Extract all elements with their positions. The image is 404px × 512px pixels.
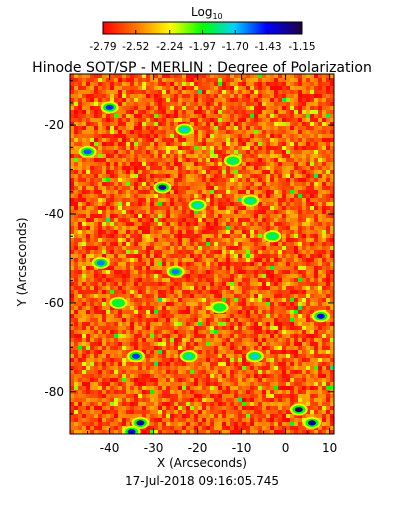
polarization-patch: [188, 199, 207, 212]
polarization-patch: [303, 416, 321, 429]
polarization-patch: [109, 296, 128, 309]
polarization-patch: [166, 265, 185, 278]
polarization-patch: [78, 145, 97, 158]
y-tick-label: -40: [44, 207, 64, 221]
x-tick-label: 0: [282, 441, 290, 455]
polarization-patch: [122, 425, 141, 434]
y-axis-label: Y (Arcseconds): [15, 217, 29, 307]
y-axis: -20 -40 -60 -80: [44, 80, 334, 415]
colorbar-tick-label: -1.70: [222, 41, 249, 53]
colorbar-ticks: -2.79 -2.52 -2.24 -1.97 -1.70 -1.43 -1.15: [89, 30, 316, 53]
polarization-patch: [245, 350, 264, 363]
x-tick-label: -20: [188, 441, 208, 455]
polarization-patch: [263, 230, 282, 243]
polarization-patch: [289, 403, 308, 416]
colorbar-tick-label: -1.15: [288, 41, 315, 53]
polarization-patch: [100, 101, 119, 114]
colorbar-tick-label: -2.52: [122, 41, 149, 53]
x-tick-label: -40: [100, 441, 120, 455]
x-tick-label: -30: [144, 441, 164, 455]
polarization-map: [70, 74, 334, 434]
x-axis-label: X (Arcseconds): [157, 456, 247, 470]
y-tick-label: -20: [44, 118, 64, 132]
polarization-patch: [153, 181, 172, 194]
x-tick-label: 10: [322, 441, 337, 455]
plot-frame: [69, 73, 335, 435]
polarization-patch: [223, 154, 242, 167]
y-tick-label: -80: [44, 385, 64, 399]
colorbar-label: Log10: [191, 5, 223, 21]
polarization-patch: [91, 256, 110, 269]
polarization-patch: [127, 350, 145, 363]
polarization-patch: [179, 350, 198, 363]
colorbar-tick-label: -1.97: [189, 41, 216, 53]
chart-title: Hinode SOT/SP - MERLIN : Degree of Polar…: [32, 60, 372, 76]
polarization-patch: [131, 416, 150, 429]
y-tick-label: -60: [44, 296, 64, 310]
polarization-patch: [241, 194, 260, 207]
colorbar-tick-label: -2.24: [156, 41, 183, 53]
polarization-patch: [210, 301, 229, 314]
colorbar-tick-label: -1.43: [254, 41, 281, 53]
polarization-patch: [311, 310, 330, 323]
x-axis: -40 -30 -20 -10 0 10: [87, 74, 337, 455]
x-tick-label: -10: [232, 441, 252, 455]
colorbar-tick-label: -2.79: [89, 41, 116, 53]
timestamp: 17-Jul-2018 09:16:05.745: [125, 474, 279, 488]
polarization-patch: [175, 123, 194, 136]
